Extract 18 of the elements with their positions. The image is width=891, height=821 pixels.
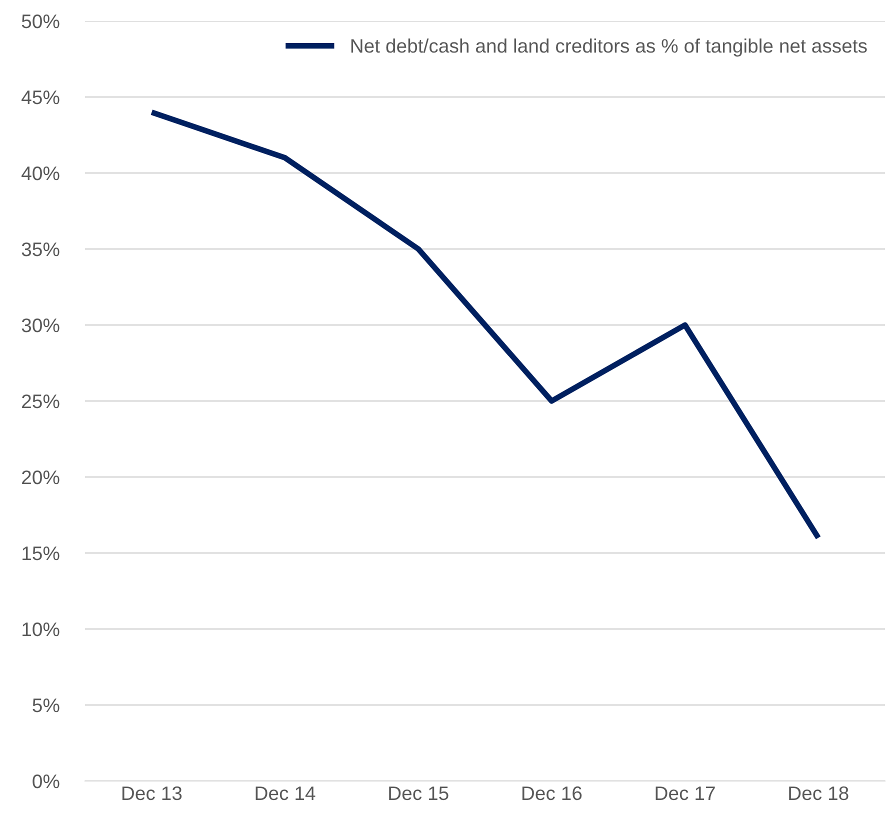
y-tick-label: 30% xyxy=(22,318,60,332)
y-tick-label: 50% xyxy=(22,14,60,28)
legend-label: Net debt/cash and land creditors as % of tangible net assets xyxy=(351,38,867,57)
x-tick-label: Dec 14 xyxy=(256,786,316,800)
x-tick-label: Dec 13 xyxy=(122,786,182,800)
y-tick-label: 40% xyxy=(22,166,60,180)
x-tick-label: Dec 15 xyxy=(389,786,448,800)
y-tick-label: 20% xyxy=(22,470,60,484)
x-tick-label: Dec 16 xyxy=(522,786,582,800)
x-tick-label: Dec 17 xyxy=(656,786,715,800)
x-tick-label: Dec 18 xyxy=(789,786,848,800)
y-tick-label: 10% xyxy=(22,622,60,636)
y-tick-label: 0% xyxy=(32,774,60,788)
y-tick-label: 5% xyxy=(32,698,60,712)
y-tick-label: 25% xyxy=(22,394,60,408)
y-tick-label: 35% xyxy=(22,242,60,256)
y-tick-label: 45% xyxy=(22,90,60,104)
y-tick-label: 15% xyxy=(22,546,60,560)
